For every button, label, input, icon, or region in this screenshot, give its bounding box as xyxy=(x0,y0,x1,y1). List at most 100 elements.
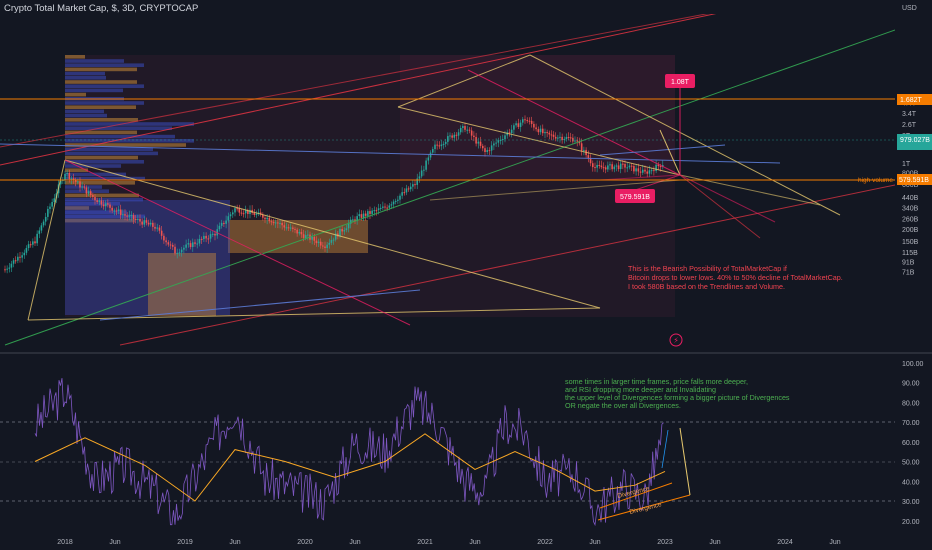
volume-profile-bar xyxy=(65,122,194,126)
price-candle xyxy=(548,132,551,135)
volume-profile-bar xyxy=(65,130,137,135)
price-candle xyxy=(580,143,583,151)
price-candle xyxy=(561,136,563,141)
price-candle xyxy=(399,195,401,200)
price-candle xyxy=(436,144,438,146)
volume-profile-bar xyxy=(65,143,186,147)
price-candle xyxy=(635,168,637,172)
price-candle xyxy=(167,242,170,245)
price-candle xyxy=(218,225,221,230)
volume-profile-bar xyxy=(65,88,123,93)
price-candle xyxy=(147,222,150,225)
lightning-icon[interactable]: ⚡ xyxy=(669,333,683,347)
volume-profile-bar xyxy=(65,80,137,84)
price-candle xyxy=(619,163,622,170)
volume-profile-bar xyxy=(65,206,89,210)
price-candle xyxy=(360,214,363,218)
price-candle xyxy=(462,126,464,128)
price-candle xyxy=(515,123,517,126)
time-axis[interactable]: 2018 Jun 2019 Jun 2020 Jun 2021 Jun 2022 Jun 2023 J… xyxy=(57,539,841,546)
volume-node-orange xyxy=(228,220,368,253)
price-candle xyxy=(423,169,425,171)
price-candle xyxy=(44,216,47,222)
price-candle xyxy=(117,209,120,211)
price-candle xyxy=(229,214,232,217)
price-candle xyxy=(369,211,371,214)
volume-profile-bar xyxy=(65,113,107,118)
volume-profile-bar xyxy=(65,92,86,97)
svg-text:1.682T: 1.682T xyxy=(900,97,923,104)
price-candle xyxy=(143,220,146,225)
price-candle xyxy=(92,194,94,197)
price-candle xyxy=(358,214,361,217)
price-candle xyxy=(165,240,167,243)
price-candle xyxy=(394,200,397,202)
price-candle xyxy=(438,145,441,147)
price-candle xyxy=(537,129,540,133)
volume-profile-bar xyxy=(65,197,143,202)
volume-profile-bar xyxy=(65,147,153,151)
rsi-tick-label: 70.00 xyxy=(902,420,920,427)
price-candle xyxy=(434,144,436,150)
price-candle xyxy=(12,260,15,264)
price-candle xyxy=(8,267,11,269)
price-candle xyxy=(328,242,331,245)
price-candle xyxy=(440,144,443,147)
price-candle xyxy=(242,213,245,215)
price-candle xyxy=(70,178,73,180)
price-candle xyxy=(236,208,238,210)
price-candle xyxy=(51,201,53,207)
price-candle xyxy=(130,215,133,217)
price-candle xyxy=(466,129,469,131)
price-candle xyxy=(504,135,506,140)
price-candle xyxy=(34,241,36,244)
volume-node-lower xyxy=(148,253,216,316)
price-candle xyxy=(74,180,77,182)
volume-profile-bar xyxy=(65,151,158,156)
price-tick-label: 600B xyxy=(902,182,919,189)
price-candle xyxy=(607,165,609,170)
price-candle xyxy=(403,192,406,194)
price-candle xyxy=(501,139,504,141)
price-candle xyxy=(559,136,561,138)
price-candle xyxy=(637,168,640,172)
time-tick-label: Jun xyxy=(469,539,480,546)
price-candle xyxy=(187,243,190,245)
price-candle xyxy=(594,167,596,169)
price-candle xyxy=(552,134,555,137)
rsi-tick-label: 20.00 xyxy=(902,519,920,526)
svg-text:I took 580B based on the Trend: I took 580B based on the Trendlines and … xyxy=(628,282,785,291)
volume-profile-bar xyxy=(65,63,144,67)
price-candle xyxy=(313,236,316,241)
price-candle xyxy=(317,241,320,244)
volume-profile-bar xyxy=(65,214,145,219)
volume-profile-bar xyxy=(65,67,137,72)
price-candle xyxy=(431,149,434,153)
price-candle xyxy=(473,135,475,138)
rsi-axis[interactable]: 100.00 90.00 80.00 70.00 60.00 50.00 40.00 30.0… xyxy=(902,361,924,526)
price-tick-label: 800B xyxy=(902,170,919,177)
price-candle xyxy=(66,172,68,174)
price-candle xyxy=(111,207,113,211)
price-candle xyxy=(554,136,557,139)
price-candle xyxy=(420,170,423,177)
price-tick-label: 150B xyxy=(902,239,919,246)
price-candle xyxy=(539,128,542,133)
price-candle xyxy=(486,150,489,153)
price-tick-label: 91B xyxy=(902,259,915,266)
time-tick-label: 2018 xyxy=(57,539,73,546)
price-candle xyxy=(596,164,598,168)
price-candle xyxy=(294,228,296,230)
price-candle xyxy=(451,135,453,138)
price-candle xyxy=(574,140,576,142)
rsi-tick-label: 100.00 xyxy=(902,361,924,368)
price-candle xyxy=(563,139,566,141)
price-candle xyxy=(613,166,616,170)
price-candle xyxy=(447,136,449,142)
price-candle xyxy=(493,143,495,146)
volume-profile-bar xyxy=(65,210,127,214)
volume-profile-bar xyxy=(65,76,106,80)
rsi-tick-label: 90.00 xyxy=(902,381,920,388)
price-candle xyxy=(68,172,71,179)
